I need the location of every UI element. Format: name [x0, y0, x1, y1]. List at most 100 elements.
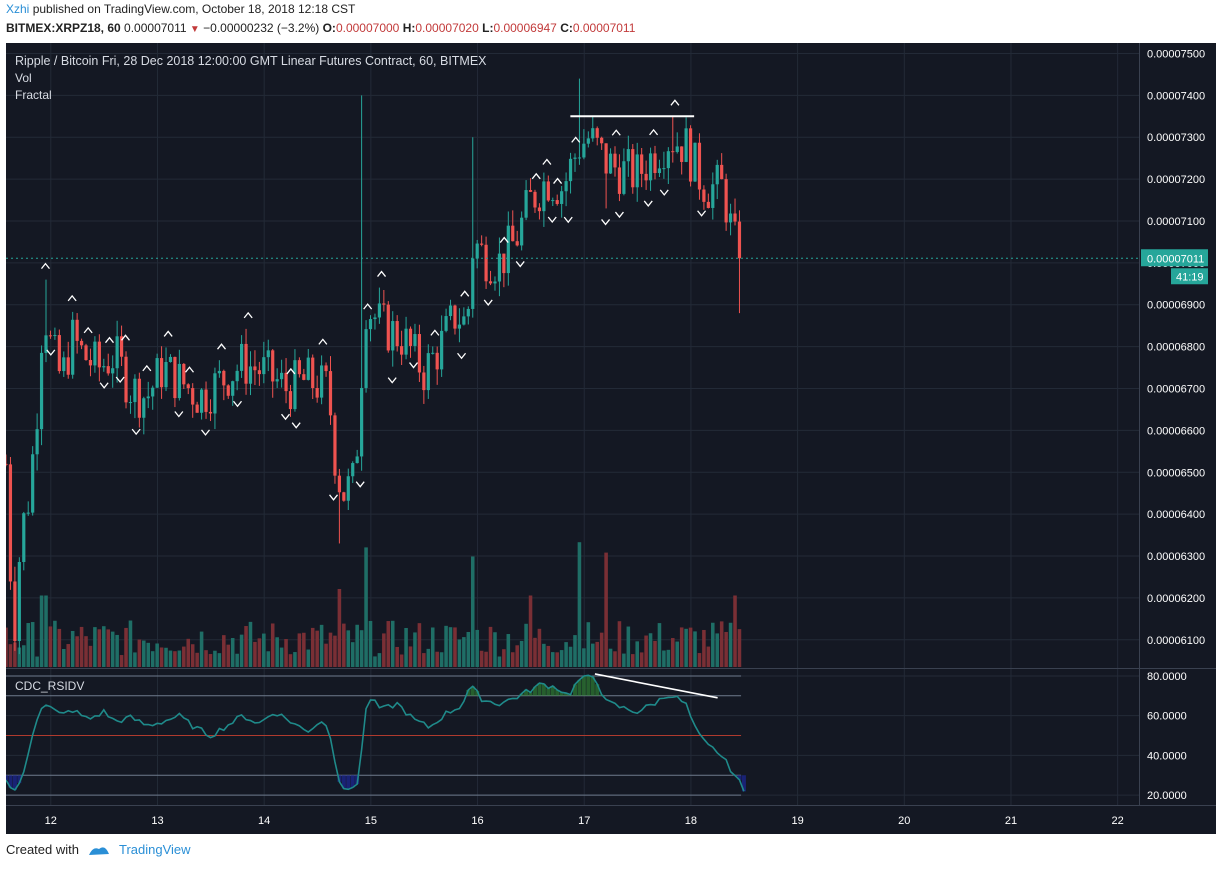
- price-tick-label: 0.00006500: [1147, 467, 1205, 479]
- candle-body: [182, 363, 186, 385]
- candle-body: [84, 345, 88, 361]
- candle-body: [457, 324, 462, 329]
- volume-bar: [377, 653, 382, 667]
- high-label: H:: [402, 21, 416, 35]
- fractal-up-marker: [553, 177, 563, 184]
- volume-bar: [719, 621, 724, 667]
- candle: [488, 270, 493, 286]
- candle: [417, 324, 422, 382]
- candle-body: [497, 253, 502, 282]
- candle-body: [648, 153, 653, 181]
- volume-bar: [715, 633, 720, 667]
- candle: [435, 346, 439, 385]
- volume-bar: [502, 649, 506, 667]
- chart-canvas[interactable]: 0.00007500 0.00007400 0.00007300 0.00007200…: [6, 43, 1216, 834]
- candle-body: [280, 372, 284, 380]
- time-tick-label: 19: [791, 815, 803, 827]
- candle: [431, 346, 435, 355]
- fractal-down-marker: [697, 210, 707, 217]
- candle: [462, 307, 466, 326]
- candle-body: [568, 158, 573, 182]
- fractal-up-marker: [67, 294, 77, 302]
- fractal-down-marker: [614, 211, 624, 219]
- candle: [239, 335, 244, 378]
- candle: [506, 211, 510, 286]
- candle-body: [364, 329, 368, 388]
- fractal-down-marker: [355, 481, 365, 488]
- candle-body: [31, 454, 35, 513]
- candle: [93, 336, 97, 373]
- candle-body: [528, 190, 533, 192]
- candle: [497, 237, 502, 297]
- candle-body: [657, 168, 662, 174]
- grid: [6, 43, 1139, 805]
- volume-bar: [599, 632, 604, 667]
- volume-bar: [582, 648, 586, 667]
- candle: [533, 189, 537, 213]
- fractal-down-marker: [131, 428, 141, 436]
- volume-bar: [479, 650, 484, 667]
- volume-bar: [390, 620, 395, 667]
- price-change: −0.00000232 (−3.2%): [203, 21, 320, 35]
- volume-bar: [275, 637, 279, 667]
- candle: [395, 315, 399, 352]
- candle-body: [8, 464, 13, 582]
- candle-body: [368, 319, 373, 330]
- candle: [75, 313, 79, 354]
- last-price: 0.00007011: [124, 21, 187, 35]
- time-tick-label: 12: [45, 815, 57, 827]
- rsi-tick-label: 80.0000: [1147, 671, 1187, 683]
- candle: [48, 330, 53, 339]
- author-link[interactable]: Xzhi: [6, 2, 30, 16]
- volume-bar: [288, 654, 293, 667]
- candle: [528, 178, 533, 193]
- candle-body: [208, 411, 213, 414]
- candle-body: [466, 308, 470, 317]
- volume-bar: [119, 655, 124, 667]
- candle: [382, 290, 386, 312]
- chart-area[interactable]: 0.00007500 0.00007400 0.00007300 0.00007200…: [6, 43, 1216, 834]
- volume-bar: [733, 595, 737, 667]
- candle-body: [715, 164, 719, 185]
- candle: [426, 344, 430, 399]
- candle-body: [382, 303, 386, 305]
- oscillator-label[interactable]: CDC_RSIDV: [15, 679, 85, 693]
- candle-body: [342, 492, 346, 501]
- volume-bar: [417, 623, 422, 667]
- candle: [288, 384, 293, 417]
- candle-body: [400, 346, 404, 355]
- candle: [297, 357, 301, 378]
- volume-bar: [53, 620, 57, 667]
- candle: [448, 299, 453, 321]
- candle: [688, 125, 693, 187]
- volume-bar: [102, 626, 106, 667]
- time-tick-label: 13: [151, 815, 163, 827]
- candle-body: [151, 387, 155, 397]
- candle-body: [711, 184, 715, 208]
- candle: [186, 383, 190, 395]
- candle-body: [97, 341, 101, 368]
- candle-series: [6, 78, 742, 655]
- time-tick-label: 20: [898, 815, 910, 827]
- volume-bar: [208, 654, 213, 667]
- fractal-up-marker: [243, 311, 253, 319]
- candle: [155, 353, 159, 389]
- candle: [133, 374, 137, 419]
- candle-body: [542, 181, 546, 212]
- candle-body: [666, 151, 670, 169]
- candle: [377, 287, 381, 324]
- candle: [444, 308, 448, 333]
- volume-bar: [155, 643, 159, 667]
- candle-body: [177, 363, 181, 399]
- fractal-down-marker: [457, 352, 467, 360]
- legend-vol[interactable]: Vol: [15, 71, 32, 85]
- volume-bar: [484, 651, 488, 667]
- volume-bar: [70, 630, 75, 667]
- publish-info: Xzhi published on TradingView.com, Octob…: [6, 2, 355, 22]
- candle-body: [560, 191, 564, 204]
- tradingview-link[interactable]: TradingView: [118, 842, 191, 857]
- legend-fractal[interactable]: Fractal: [15, 88, 52, 102]
- candle: [182, 363, 186, 390]
- fractal-down-marker: [515, 261, 525, 268]
- candle-body: [355, 456, 359, 464]
